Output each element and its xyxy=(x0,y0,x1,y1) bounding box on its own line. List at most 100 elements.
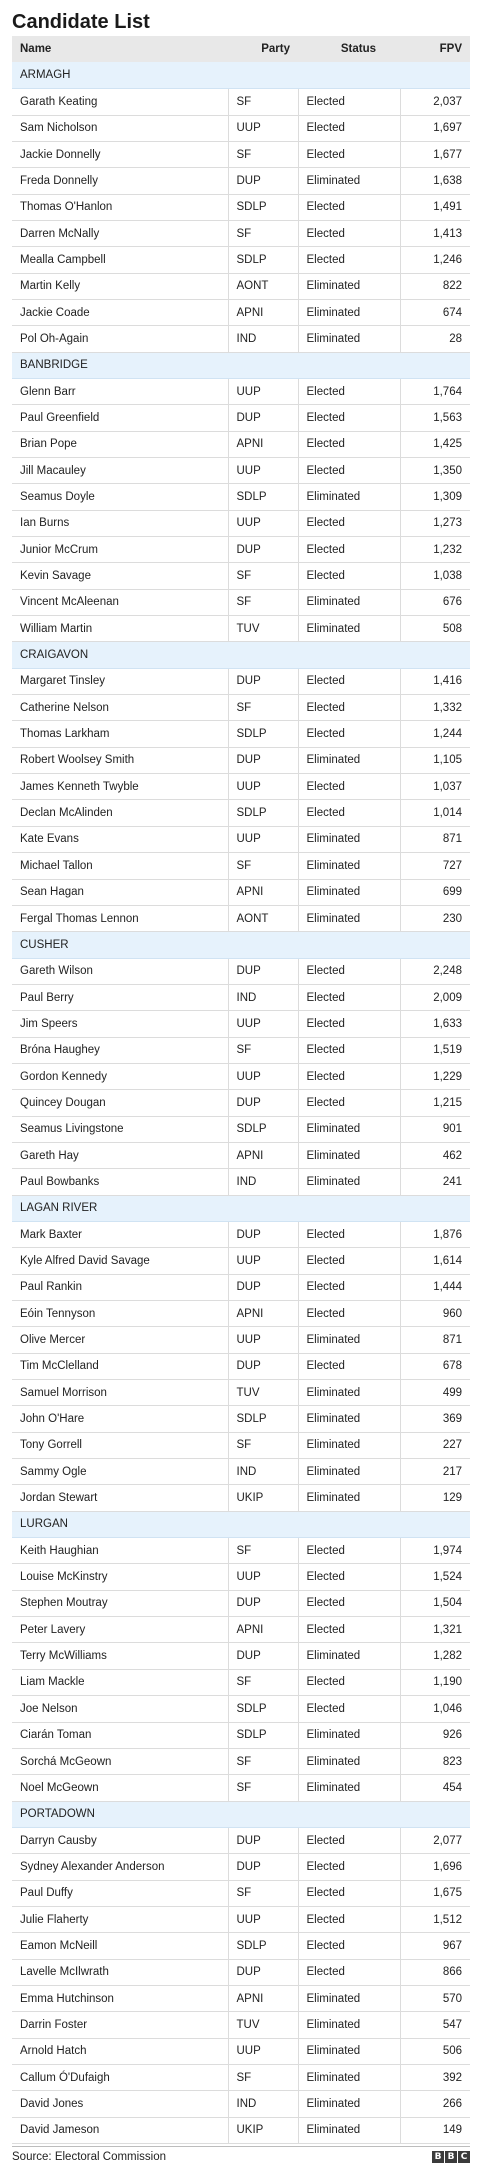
candidate-party: SDLP xyxy=(227,1722,298,1749)
bbc-logo-letter: B xyxy=(445,2151,457,2163)
candidate-party: DUP xyxy=(227,1959,298,1986)
candidate-name: Thomas Larkham xyxy=(12,720,228,748)
candidate-status: Elected xyxy=(297,668,400,696)
candidate-status: Elected xyxy=(297,694,400,722)
table-row: Stephen Moutray DUP Elected 1,504 xyxy=(12,1590,470,1618)
candidate-name: Paul Bowbanks xyxy=(12,1168,228,1196)
column-header-party[interactable]: Party xyxy=(228,36,298,63)
column-header-name[interactable]: Name xyxy=(12,36,228,63)
candidate-fpv: 2,009 xyxy=(399,984,470,1012)
column-header-status[interactable]: Status xyxy=(298,36,400,63)
candidate-party: IND xyxy=(227,1458,298,1486)
candidate-status: Elected xyxy=(297,1037,400,1064)
candidate-fpv: 1,512 xyxy=(399,1906,470,1934)
candidate-fpv: 967 xyxy=(399,1932,470,1960)
table-row: Jill Macauley UUP Elected 1,350 xyxy=(12,457,470,485)
candidate-status: Eliminated xyxy=(297,1116,400,1143)
candidate-status: Eliminated xyxy=(297,2011,400,2039)
candidate-name: Terry McWilliams xyxy=(12,1642,228,1670)
candidate-name: Catherine Nelson xyxy=(12,694,228,722)
candidate-status: Elected xyxy=(297,246,400,274)
candidate-fpv: 227 xyxy=(399,1432,470,1460)
candidate-fpv: 1,246 xyxy=(399,246,470,274)
table-row: Freda Donnelly DUP Eliminated 1,638 xyxy=(12,167,470,195)
candidate-name: Sorchá McGeown xyxy=(12,1748,228,1776)
candidate-party: DUP xyxy=(227,747,298,775)
candidate-party: DUP xyxy=(227,1274,298,1302)
candidate-party: SDLP xyxy=(227,799,298,827)
candidate-fpv: 392 xyxy=(399,2064,470,2092)
table-row: Pol Oh-Again IND Eliminated 28 xyxy=(12,325,470,353)
candidate-status: Eliminated xyxy=(297,167,400,195)
column-header-fpv[interactable]: FPV xyxy=(400,36,470,63)
candidate-fpv: 674 xyxy=(399,299,470,327)
candidate-status: Eliminated xyxy=(297,2090,400,2118)
candidate-party: SF xyxy=(227,88,298,116)
candidate-fpv: 1,416 xyxy=(399,668,470,696)
candidate-party: APNI xyxy=(227,1300,298,1328)
candidate-party: IND xyxy=(227,2090,298,2118)
candidate-fpv: 1,519 xyxy=(399,1037,470,1064)
candidate-party: APNI xyxy=(227,431,298,459)
candidate-party: DUP xyxy=(227,1827,298,1855)
table-row: Jackie Coade APNI Eliminated 674 xyxy=(12,299,470,327)
candidate-fpv: 1,046 xyxy=(399,1695,470,1723)
table-row: Samuel Morrison TUV Eliminated 499 xyxy=(12,1379,470,1407)
candidate-fpv: 462 xyxy=(399,1142,470,1170)
candidate-status: Eliminated xyxy=(297,1484,400,1512)
candidate-fpv: 1,697 xyxy=(399,115,470,142)
candidate-party: SDLP xyxy=(227,1932,298,1960)
candidate-status: Elected xyxy=(297,1089,400,1117)
table-row: Vincent McAleenan SF Eliminated 676 xyxy=(12,589,470,617)
table-row: Darrin Foster TUV Eliminated 547 xyxy=(12,2011,470,2039)
table-row: James Kenneth Twyble UUP Elected 1,037 xyxy=(12,773,470,801)
candidate-name: Martin Kelly xyxy=(12,273,228,300)
constituency-row: BANBRIDGE xyxy=(12,352,470,379)
candidate-name: Seamus Livingstone xyxy=(12,1116,228,1143)
candidate-fpv: 1,633 xyxy=(399,1010,470,1038)
table-row: Glenn Barr UUP Elected 1,764 xyxy=(12,378,470,406)
candidate-fpv: 28 xyxy=(399,325,470,353)
candidate-party: UUP xyxy=(227,1010,298,1038)
table-row: Emma Hutchinson APNI Eliminated 570 xyxy=(12,1985,470,2013)
candidate-party: IND xyxy=(227,984,298,1012)
candidate-name: David Jameson xyxy=(12,2117,228,2145)
candidate-status: Eliminated xyxy=(297,1379,400,1407)
candidate-name: Sean Hagan xyxy=(12,879,228,906)
candidate-status: Elected xyxy=(297,1300,400,1328)
table-row: Kate Evans UUP Eliminated 871 xyxy=(12,826,470,854)
candidate-party: SF xyxy=(227,220,298,248)
table-row: Jordan Stewart UKIP Eliminated 129 xyxy=(12,1484,470,1512)
candidate-status: Eliminated xyxy=(297,1722,400,1749)
candidate-status: Eliminated xyxy=(297,1985,400,2013)
candidate-party: SDLP xyxy=(227,1695,298,1723)
candidate-fpv: 1,413 xyxy=(399,220,470,248)
candidate-name: Jackie Coade xyxy=(12,299,228,327)
candidate-party: TUV xyxy=(227,615,298,643)
candidate-party: APNI xyxy=(227,1616,298,1644)
candidate-name: Glenn Barr xyxy=(12,378,228,406)
candidate-name: Robert Woolsey Smith xyxy=(12,747,228,775)
candidate-status: Elected xyxy=(297,194,400,221)
candidate-status: Eliminated xyxy=(297,615,400,643)
candidate-fpv: 1,974 xyxy=(399,1537,470,1565)
candidate-fpv: 1,444 xyxy=(399,1274,470,1302)
table-row: Declan McAlinden SDLP Elected 1,014 xyxy=(12,799,470,827)
table-row: Robert Woolsey Smith DUP Eliminated 1,105 xyxy=(12,747,470,775)
bbc-logo-letter: C xyxy=(458,2151,470,2163)
constituency-name: CUSHER xyxy=(12,931,470,959)
candidate-fpv: 1,309 xyxy=(399,483,470,511)
candidate-status: Elected xyxy=(297,1906,400,1934)
candidate-fpv: 699 xyxy=(399,879,470,906)
candidate-fpv: 499 xyxy=(399,1379,470,1407)
table-row: Ian Burns UUP Elected 1,273 xyxy=(12,510,470,538)
candidate-party: SDLP xyxy=(227,1405,298,1433)
candidate-fpv: 2,248 xyxy=(399,958,470,985)
candidate-status: Eliminated xyxy=(297,2117,400,2145)
candidate-fpv: 454 xyxy=(399,1774,470,1802)
candidate-party: IND xyxy=(227,325,298,353)
candidate-fpv: 241 xyxy=(399,1168,470,1196)
candidate-name: Mealla Campbell xyxy=(12,246,228,274)
candidate-name: James Kenneth Twyble xyxy=(12,773,228,801)
candidate-party: DUP xyxy=(227,958,298,985)
